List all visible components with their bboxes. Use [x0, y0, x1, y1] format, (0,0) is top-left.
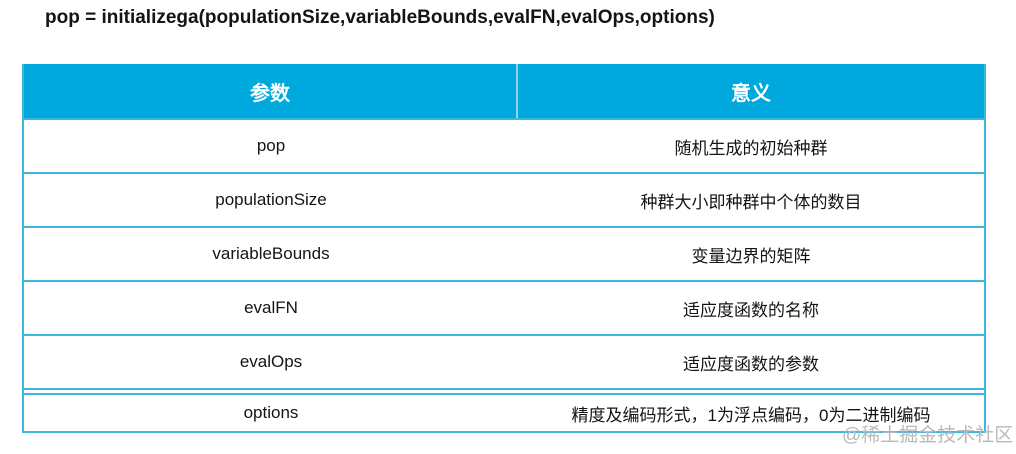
- table-row: options 精度及编码形式，1为浮点编码，0为二进制编码: [24, 393, 984, 431]
- meaning-cell: 种群大小即种群中个体的数目: [640, 192, 862, 212]
- watermark: @稀土掘金技术社区: [842, 425, 1014, 446]
- table-header-row: 参数 意义: [24, 64, 984, 118]
- param-cell: variableBounds: [212, 244, 330, 263]
- parameters-table: 参数 意义 pop 随机生成的初始种群 populationSize 种群大小即…: [22, 64, 986, 433]
- table-row: variableBounds 变量边界的矩阵: [24, 226, 984, 280]
- table-row: evalOps 适应度函数的参数: [24, 334, 984, 388]
- param-cell: evalOps: [239, 352, 303, 371]
- column-header-param: 参数: [24, 64, 518, 118]
- meaning-cell: 适应度函数的名称: [683, 300, 819, 320]
- meaning-cell: 适应度函数的参数: [683, 354, 819, 374]
- meaning-cell: 变量边界的矩阵: [691, 246, 811, 266]
- column-header-meaning: 意义: [731, 82, 771, 105]
- table-row: pop 随机生成的初始种群: [24, 118, 984, 172]
- double-rule-divider: [24, 388, 984, 393]
- code-title: pop = initializega(populationSize,variab…: [45, 7, 715, 28]
- param-cell: populationSize: [215, 190, 327, 209]
- meaning-cell: 精度及编码形式，1为浮点编码，0为二进制编码: [571, 405, 931, 425]
- param-cell: options: [243, 403, 299, 422]
- meaning-cell: 随机生成的初始种群: [674, 138, 828, 158]
- table-row: populationSize 种群大小即种群中个体的数目: [24, 172, 984, 226]
- param-cell: pop: [256, 136, 286, 155]
- table-row: evalFN 适应度函数的名称: [24, 280, 984, 334]
- param-cell: evalFN: [244, 298, 298, 317]
